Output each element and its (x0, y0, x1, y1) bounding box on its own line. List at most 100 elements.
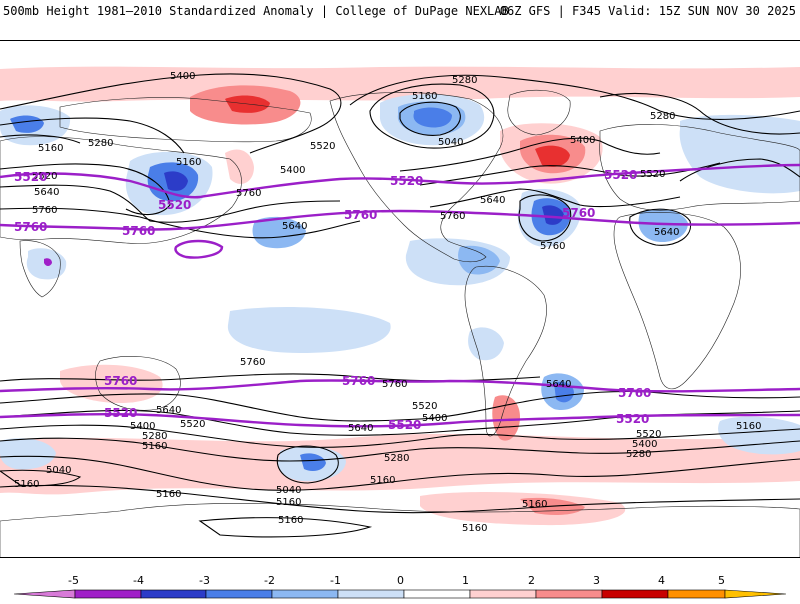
anomaly-neg-indian-core (44, 258, 52, 266)
colorbar-swatch-neg2 (271, 589, 339, 599)
height-label: 5640 (156, 405, 181, 416)
height-label: 5400 (570, 135, 595, 146)
height-label: 5640 (480, 195, 505, 206)
colorbar-swatch-zero (403, 589, 471, 599)
contour-5160-antarctic (0, 484, 800, 514)
highlight-label: 5520 (616, 412, 649, 426)
height-label: 5160 (14, 479, 39, 490)
contour-5280-north-atlantic (349, 74, 800, 120)
contour-5520-highlight-north (0, 163, 800, 199)
colorbar-swatch-pos4 (667, 589, 726, 599)
contour-5640-mediterranean (629, 208, 692, 246)
height-label: 5160 (278, 515, 303, 526)
contour-5760-highlight-pacific-loop (174, 239, 224, 259)
contour-5760-highlight-north (0, 209, 800, 231)
contour-5280-north (0, 117, 185, 154)
highlight-label: 5760 (618, 386, 651, 400)
anomaly-neg-southeast (718, 416, 800, 455)
height-label: 5400 (130, 421, 155, 432)
anomaly-neg-atlantic-low-core (542, 205, 564, 225)
height-label: 5280 (142, 431, 167, 442)
contour-5640-asia (0, 184, 341, 223)
highlight-label: 5520 (388, 418, 421, 432)
height-label: 5160 (370, 475, 395, 486)
colorbar-tick-label: 5 (718, 574, 725, 587)
height-label: 5160 (276, 497, 301, 508)
colorbar-swatch-neg3 (205, 589, 273, 599)
anomaly-neg-europe (679, 114, 800, 194)
contour-5760-highlight-south (0, 379, 800, 393)
highlight-label: 5760 (562, 206, 595, 220)
coast-europe (599, 124, 800, 211)
colorbar: -5 -4 -3 -2 -1 0 1 2 3 4 5 (0, 572, 800, 600)
model-run-info: 06Z GFS | F345 Valid: 15Z SUN NOV 30 202… (499, 4, 796, 18)
highlight-label: 5520 (104, 406, 137, 420)
colorbar-arrow-right (724, 589, 787, 599)
height-label: 5280 (384, 453, 409, 464)
colorbar-tick-label: -5 (68, 574, 79, 587)
contour-5400-south (0, 424, 800, 448)
height-label: 5160 (142, 441, 167, 452)
height-label: 5160 (736, 421, 761, 432)
contour-5520-highlight-south (0, 412, 800, 428)
height-label: 5640 (34, 187, 59, 198)
coast-antarctica (0, 502, 800, 557)
contour-5520-asia (0, 163, 171, 216)
height-labels: 5400 5280 5160 5520 5640 5760 5160 5280 … (14, 71, 761, 534)
contour-5160-south (0, 455, 800, 491)
height-label: 5160 (412, 91, 437, 102)
contour-5040-south-pacific-low (276, 445, 339, 484)
height-label: 5640 (654, 227, 679, 238)
contour-5400-atlantic (399, 137, 661, 172)
contour-5280-south (0, 437, 800, 462)
highlight-label: 5760 (344, 208, 377, 222)
colorbar-ticks: -5 -4 -3 -2 -1 0 1 2 3 4 5 (68, 574, 725, 587)
colorbar-swatch-neg1 (337, 589, 405, 599)
height-label: 5160 (462, 523, 487, 534)
highlight-label: 5520 (158, 198, 191, 212)
height-label: 5280 (650, 111, 675, 122)
coast-greenland (507, 89, 571, 136)
contour-5400-europe (679, 158, 800, 182)
contour-5640-atlantic (429, 188, 681, 208)
highlight-label: 5760 (14, 220, 47, 234)
colorbar-arrow-left (13, 589, 76, 599)
colorbar-swatches (13, 589, 787, 599)
height-label: 5160 (522, 499, 547, 510)
height-label: 5760 (32, 205, 57, 216)
contour-5520-atlantic (419, 162, 721, 186)
anomaly-neg-central-america-core (458, 245, 500, 275)
colorbar-tick-label: -4 (133, 574, 144, 587)
anomaly-pos-atlantic-core (535, 145, 570, 167)
contour-5160-north (0, 134, 81, 144)
anomaly-pos-band-north (0, 66, 800, 102)
height-label: 5280 (452, 75, 477, 86)
map-title: 500mb Height 1981–2010 Standardized Anom… (3, 4, 509, 18)
colorbar-tick-label: 3 (593, 574, 600, 587)
anomaly-pos-southern-band (0, 433, 800, 495)
positive-anomalies (0, 66, 800, 526)
height-label: 5760 (236, 188, 261, 199)
anomaly-pos-alaska (225, 149, 254, 184)
height-label: 5760 (540, 241, 565, 252)
height-label: 5280 (626, 449, 651, 460)
height-label: 5280 (88, 138, 113, 149)
anomaly-neg-east-asia-core (164, 171, 188, 191)
height-label: 5040 (438, 137, 463, 148)
map-panel[interactable]: 5400 5280 5160 5520 5640 5760 5160 5280 … (0, 40, 800, 558)
height-label: 5760 (440, 211, 465, 222)
colorbar-tick-label: 2 (528, 574, 535, 587)
colorbar-tick-label: 1 (462, 574, 469, 587)
height-label: 5520 (640, 169, 665, 180)
colorbar-tick-label: 0 (397, 574, 404, 587)
anomaly-neg-northwest-core (10, 115, 44, 133)
anomaly-neg-mediterranean (638, 208, 688, 243)
colorbar-swatch-neg4 (140, 589, 207, 599)
header: 500mb Height 1981–2010 Standardized Anom… (0, 0, 800, 40)
highlight-label: 5520 (604, 168, 637, 182)
height-label: 5760 (382, 379, 407, 390)
colorbar-svg: -5 -4 -3 -2 -1 0 1 2 3 4 5 (13, 574, 787, 599)
height-label: 5640 (282, 221, 307, 232)
height-label: 5400 (632, 439, 657, 450)
height-label: 5040 (46, 465, 71, 476)
